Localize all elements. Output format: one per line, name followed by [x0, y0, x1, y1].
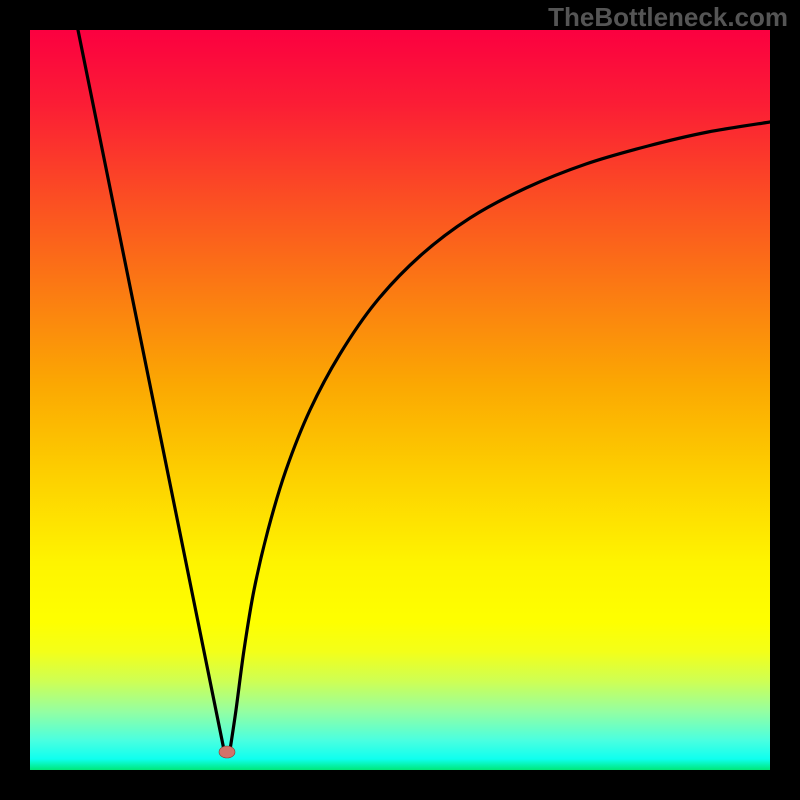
minimum-marker — [219, 746, 235, 758]
chart-svg — [30, 30, 770, 770]
gradient-background — [30, 30, 770, 770]
chart-frame — [30, 30, 770, 770]
plot-area — [30, 30, 770, 770]
watermark-text: TheBottleneck.com — [548, 2, 788, 33]
